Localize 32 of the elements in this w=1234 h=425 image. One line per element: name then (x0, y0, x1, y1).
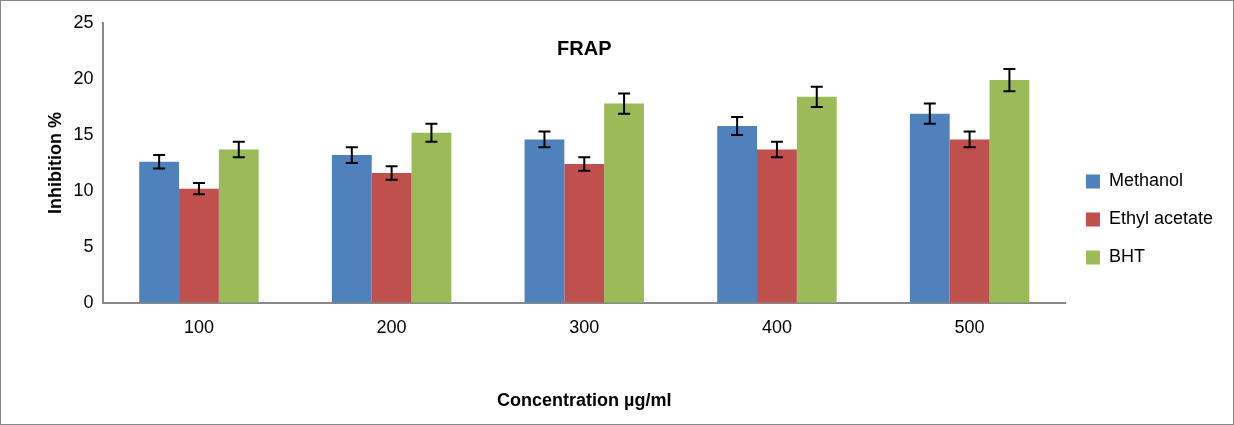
x-tick-label: 300 (569, 316, 600, 337)
bar (218, 149, 259, 303)
bar (139, 161, 180, 303)
bar (371, 172, 412, 303)
x-tick-label: 100 (183, 316, 214, 337)
bar (717, 125, 758, 303)
bar (411, 132, 452, 303)
bar (757, 149, 797, 303)
bar (604, 103, 645, 303)
bar (949, 139, 990, 303)
bar (331, 155, 372, 303)
x-tick-label: 400 (761, 316, 792, 337)
y-tick-label: 5 (83, 235, 94, 256)
y-tick-label: 20 (73, 67, 94, 88)
legend-label: Methanol (1108, 170, 1183, 191)
y-axis-title: Inhibition % (44, 111, 65, 214)
y-tick-label: 15 (73, 123, 94, 144)
bar (564, 164, 605, 303)
bar (909, 113, 950, 303)
bar (796, 96, 837, 303)
legend-label: BHT (1108, 246, 1145, 267)
bar (524, 139, 565, 303)
bar (179, 188, 219, 303)
x-axis-title: Concentration µg/ml (497, 390, 672, 411)
x-tick-label: 200 (376, 316, 407, 337)
bar (989, 80, 1030, 303)
y-tick-label: 10 (73, 179, 94, 200)
y-tick-label: 0 (83, 291, 94, 312)
legend-label: Ethyl acetate (1108, 208, 1213, 229)
text: FRAP (557, 36, 612, 59)
y-tick-label: 25 (73, 11, 94, 32)
x-tick-label: 500 (954, 316, 985, 337)
